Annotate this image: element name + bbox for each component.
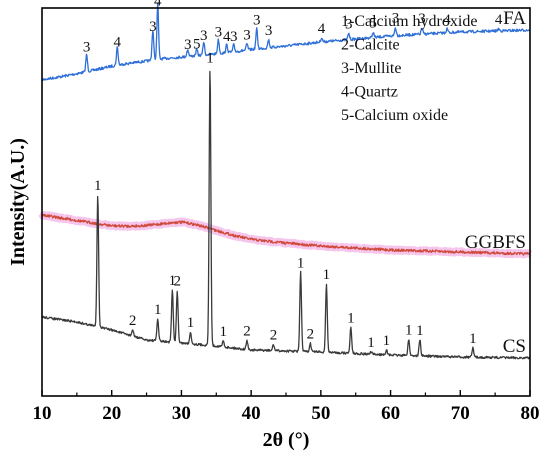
- peak-label: 1: [220, 324, 228, 340]
- peak-label: 3: [215, 25, 223, 41]
- peak-label: 3: [418, 11, 426, 27]
- x-tick-label: 40: [242, 403, 261, 424]
- peak-label: 2: [129, 313, 137, 329]
- peak-label: 4: [223, 29, 231, 45]
- x-tick-label: 60: [381, 403, 400, 424]
- peak-label: 5: [369, 16, 377, 32]
- y-axis-label: Intensity(A.U.): [7, 138, 29, 266]
- series-name-cs: CS: [503, 336, 526, 357]
- legend-entry: 2-Calcite: [341, 37, 400, 54]
- peak-label: 3: [392, 11, 400, 27]
- x-tick-label: 20: [102, 403, 121, 424]
- legend-entry: 4-Quartz: [341, 84, 398, 101]
- peak-label: 5: [193, 36, 201, 52]
- peak-label: 1: [469, 331, 477, 347]
- peak-label: 3: [184, 37, 192, 53]
- x-tick-label: 50: [311, 403, 330, 424]
- x-axis-label: 2θ (°): [263, 429, 310, 451]
- legend-entry: 1-Calcium hydroxide: [341, 13, 477, 30]
- series-line-cs: [41, 70, 531, 360]
- peak-label: 3: [230, 29, 238, 45]
- peak-label: 2: [307, 327, 315, 343]
- peak-label: 1: [323, 267, 331, 283]
- peak-label: 1: [367, 335, 375, 351]
- peak-label: 1: [154, 302, 162, 318]
- series-name-ggbfs: GGBFS: [465, 232, 526, 253]
- peak-label: 1: [169, 273, 177, 289]
- peak-label: 3: [83, 40, 91, 56]
- legend: 1-Calcium hydroxide 2-Calcite 3-Mullite 4-Q…: [341, 13, 477, 124]
- peak-label: 2: [243, 324, 251, 340]
- peak-label: 2: [270, 328, 278, 344]
- series-name-fa: FA: [503, 8, 526, 29]
- series-names: FA GGBFS CS: [465, 8, 527, 357]
- x-tick-label: 70: [451, 403, 470, 424]
- legend-entry: 3-Mullite: [341, 60, 401, 77]
- peak-label: 1: [416, 323, 424, 339]
- peak-label: 1: [187, 315, 195, 331]
- peak-label: 4: [154, 0, 162, 9]
- series-line-ggbfs: [41, 213, 531, 256]
- peak-label: 3: [200, 28, 208, 44]
- peak-label: 4: [443, 12, 451, 28]
- peak-label: 2: [173, 274, 181, 290]
- x-tick-label: 30: [172, 403, 191, 424]
- series-curves: [38, 2, 534, 360]
- peak-label: 1: [347, 310, 355, 326]
- peak-label: 1: [94, 178, 102, 194]
- series-halo-ggbfs: [38, 210, 534, 259]
- legend-entry: 5-Calcium oxide: [341, 107, 448, 124]
- x-tick-label: 10: [33, 403, 52, 424]
- peak-label: 4: [318, 21, 326, 37]
- peak-label: 3: [253, 12, 261, 28]
- peak-label: 1: [405, 323, 413, 339]
- peak-label: 1: [206, 50, 214, 66]
- peak-label: 1: [297, 255, 305, 271]
- peak-label: 3: [149, 19, 157, 35]
- peak-label: 3: [243, 28, 251, 44]
- peak-label: 3: [345, 17, 353, 33]
- plot-frame: [41, 7, 531, 397]
- peak-label: 1: [383, 333, 391, 349]
- peak-label: 4: [495, 12, 503, 28]
- peak-label: 3: [265, 23, 273, 39]
- x-axis: 10 20 30 40 50 60 70 80: [33, 390, 540, 424]
- x-tick-label: 80: [521, 403, 540, 424]
- series-line-fa: [41, 2, 531, 82]
- peak-label: 4: [114, 35, 122, 51]
